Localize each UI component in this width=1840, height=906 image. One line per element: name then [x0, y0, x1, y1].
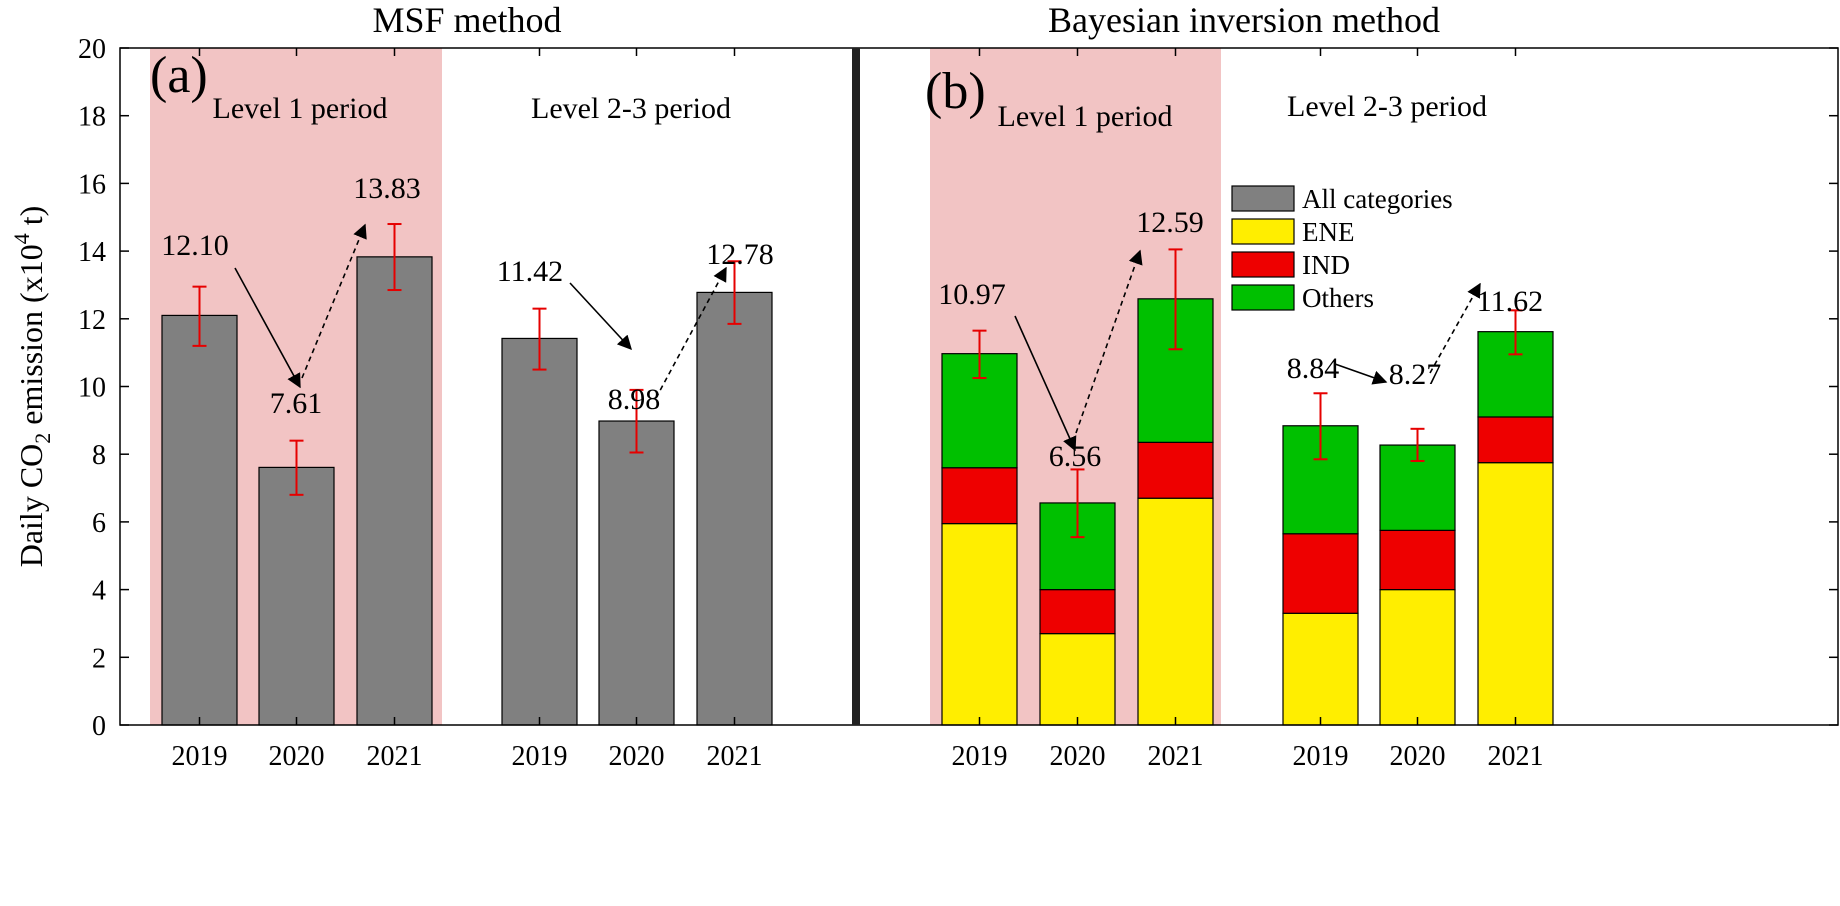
y-axis-label: Daily CO2 emission (x104 t): [9, 206, 55, 568]
y-tick-label: 14: [78, 237, 106, 268]
x-tick-label: 2019: [952, 741, 1008, 772]
solid-arrow: [1014, 315, 1077, 452]
bar-ind-b-5: [1477, 416, 1554, 464]
arrows-layer: [234, 223, 1481, 452]
y-tick-label: 0: [92, 711, 106, 742]
solid-arrow: [234, 267, 301, 389]
value-label: 12.78: [706, 238, 774, 271]
y-tick-label: 16: [78, 169, 106, 200]
y-tick-label: 4: [92, 576, 106, 607]
bar-ene-b-2: [1137, 497, 1214, 726]
bar-ind-b-2: [1137, 441, 1214, 499]
bar-ene-b-1: [1039, 633, 1116, 726]
y-tick-label: 6: [92, 508, 106, 539]
panel-title: Bayesian inversion method: [1048, 0, 1440, 40]
bar-ind-b-1: [1039, 588, 1116, 635]
value-label: 11.42: [497, 255, 563, 288]
bar-all-categories-0: [161, 314, 238, 726]
y-tick-label: 20: [78, 34, 106, 65]
dashed-arrow: [301, 223, 367, 379]
value-label: 10.97: [938, 278, 1006, 311]
bar-ene-b-5: [1477, 462, 1554, 726]
x-tick-label: 2021: [367, 741, 423, 772]
value-label: 11.62: [1477, 285, 1543, 318]
axes-layer: [119, 47, 1839, 726]
period-label: Level 2-3 period: [531, 92, 731, 125]
panel-divider: [852, 48, 860, 725]
solid-arrow: [569, 282, 632, 351]
x-tick-label: 2020: [1390, 741, 1446, 772]
bar-ene-b-3: [1282, 612, 1359, 726]
x-tick-label: 2020: [1050, 741, 1106, 772]
bar-ind-b-4: [1379, 529, 1456, 591]
period-label: Level 1 period: [998, 100, 1173, 133]
legend-label: Others: [1302, 283, 1374, 313]
x-tick-label: 2021: [707, 741, 763, 772]
y-tick-label: 18: [78, 102, 106, 133]
x-tick-label: 2019: [172, 741, 228, 772]
y-tick-label: 8: [92, 440, 106, 471]
legend-label: All categories: [1302, 184, 1453, 214]
bar-all-categories-2: [356, 256, 433, 726]
value-label: 13.83: [353, 172, 421, 205]
y-tick-label: 2: [92, 643, 106, 674]
bar-all-categories-3: [501, 337, 578, 726]
error-bars-layer: [192, 223, 1523, 539]
value-label: 12.10: [161, 229, 229, 262]
value-label: 6.56: [1049, 440, 1102, 473]
bar-all-categories-4: [598, 420, 675, 726]
bar-all-categories-5: [696, 291, 773, 726]
legend-swatch-all-categories: [1231, 185, 1295, 212]
bar-ind-b-0: [941, 467, 1018, 525]
x-tick-label: 2021: [1148, 741, 1204, 772]
legend-label: IND: [1302, 250, 1350, 280]
period-label: Level 2-3 period: [1287, 90, 1487, 123]
bar-all-categories-1: [258, 466, 335, 726]
panel-label: (b): [925, 63, 986, 120]
legend-swatch-ind: [1231, 251, 1295, 278]
text-layer: 201912.1020207.61202113.83201911.4220208…: [9, 0, 1544, 772]
dashed-arrow: [1429, 282, 1481, 374]
legend-swatch-ene: [1231, 218, 1295, 245]
value-label: 8.84: [1287, 352, 1340, 385]
legend-label: ENE: [1302, 217, 1354, 247]
bar-ene-b-4: [1379, 588, 1456, 726]
x-tick-label: 2020: [609, 741, 665, 772]
x-tick-label: 2021: [1488, 741, 1544, 772]
bar-ene-b-0: [941, 522, 1018, 726]
value-label: 12.59: [1136, 206, 1204, 239]
value-label: 8.27: [1389, 358, 1442, 391]
solid-arrow: [1334, 363, 1388, 385]
x-tick-label: 2019: [512, 741, 568, 772]
value-label: 7.61: [270, 387, 323, 420]
x-tick-label: 2019: [1293, 741, 1349, 772]
dashed-arrow: [655, 266, 727, 399]
legend-swatch-others: [1231, 284, 1295, 311]
period-label: Level 1 period: [213, 92, 388, 125]
y-tick-label: 10: [78, 373, 106, 404]
value-label: 8.98: [608, 383, 661, 416]
panel-title: MSF method: [372, 0, 561, 40]
bar-ind-b-3: [1282, 533, 1359, 614]
panel-label: (a): [150, 47, 208, 104]
y-tick-label: 12: [78, 305, 106, 336]
x-tick-label: 2020: [269, 741, 325, 772]
